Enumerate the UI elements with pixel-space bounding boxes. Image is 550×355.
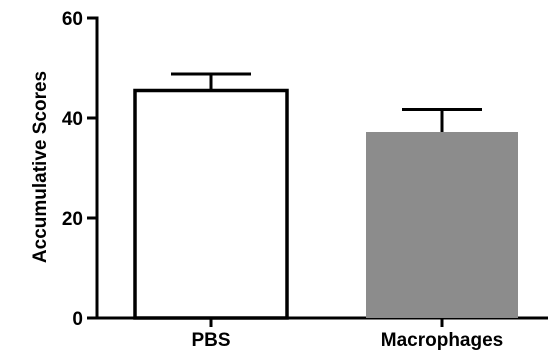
x-category-label: Macrophages xyxy=(381,330,503,351)
y-axis-title: Accumulative Scores xyxy=(30,71,51,263)
y-tick-label: 20 xyxy=(62,209,83,230)
y-tick-label: 40 xyxy=(62,109,83,130)
bar-pbs xyxy=(133,88,289,320)
y-tick-label: 60 xyxy=(62,9,83,30)
plot-area: 0 20 40 60 PBS Macrophages xyxy=(62,9,548,351)
bar-macrophages xyxy=(366,132,518,318)
y-tick-label: 0 xyxy=(72,309,83,330)
x-category-label: PBS xyxy=(191,330,230,351)
